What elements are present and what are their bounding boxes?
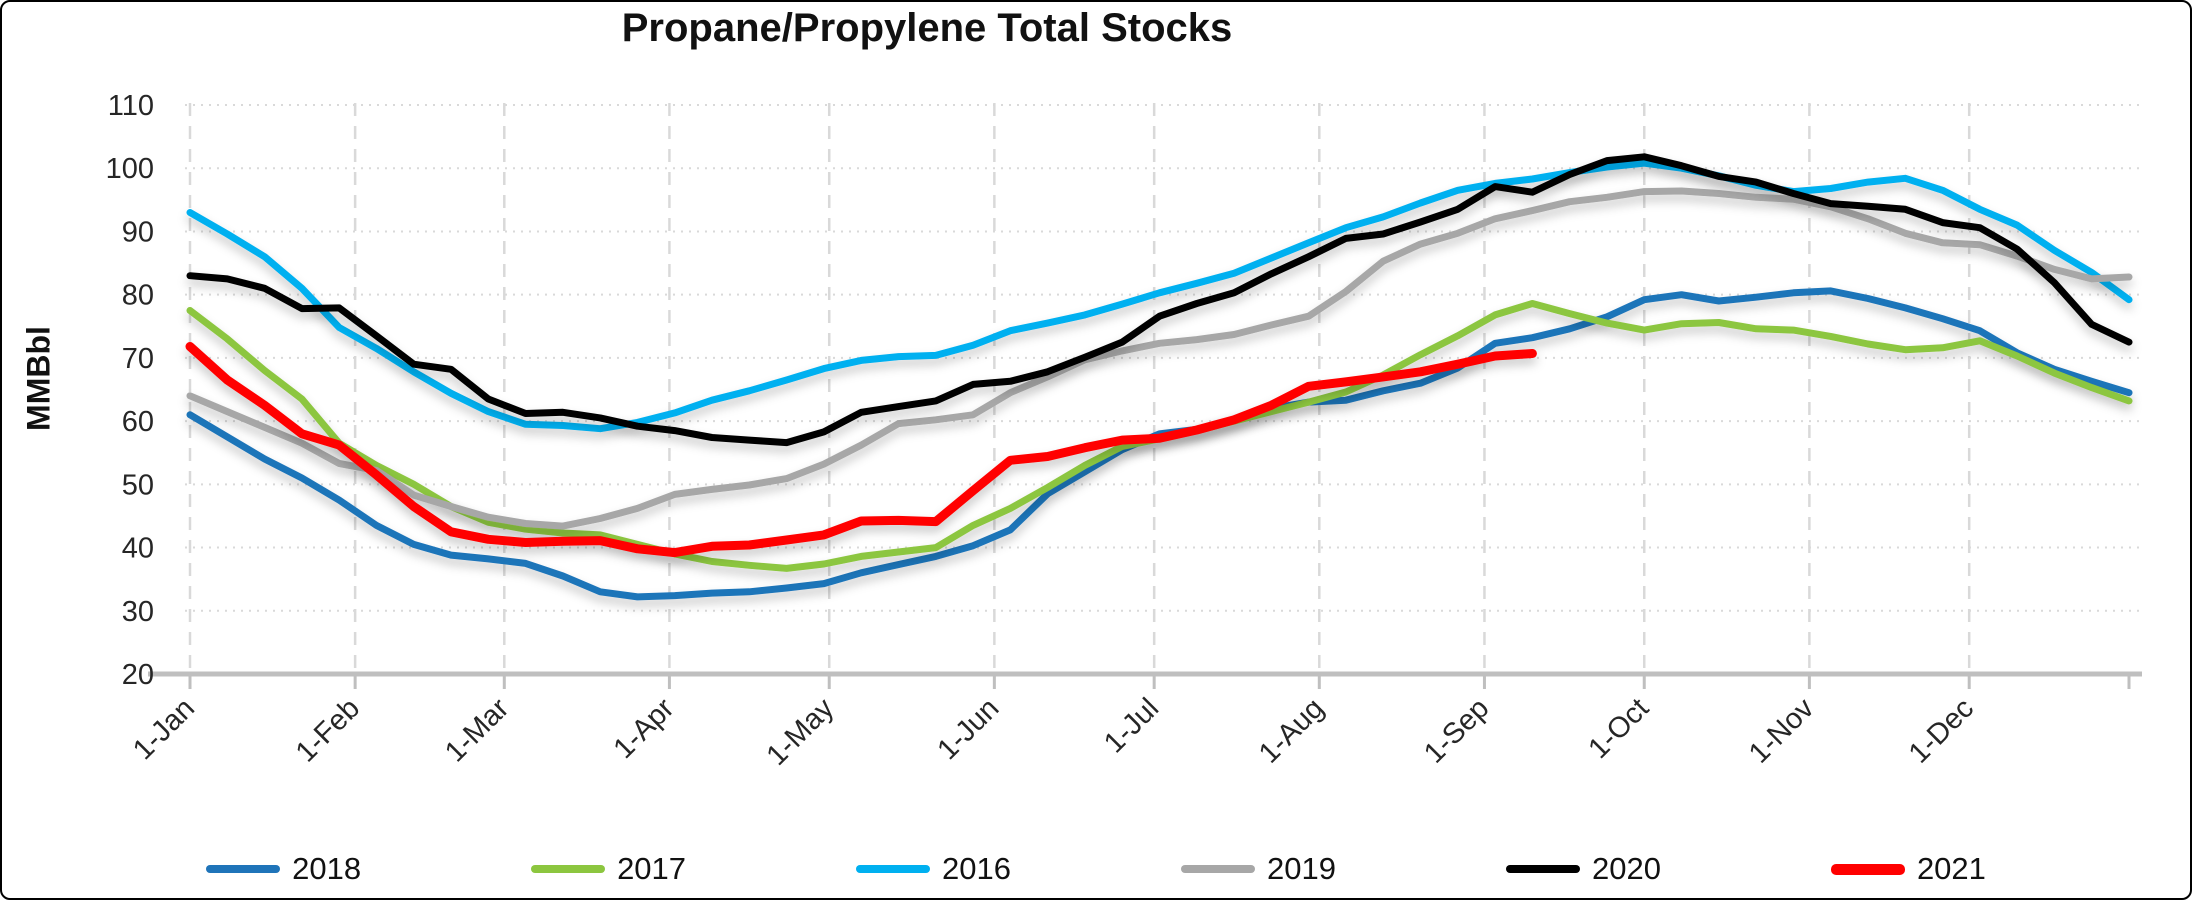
legend-label-2021: 2021 (1916, 851, 1986, 886)
y-tick-label: 70 (122, 343, 154, 375)
legend: 2018 2017 2016 2019 2020 2021 (2, 846, 2190, 892)
x-tick-label: 1-Nov (1743, 692, 1821, 770)
series-lines (185, 153, 2133, 601)
y-tick-label: 40 (122, 533, 154, 565)
y-tick-label: 90 (122, 216, 154, 248)
y-tick-label: 110 (108, 90, 154, 122)
series-line-2016 (186, 159, 2133, 433)
x-tick-label: 1-May (761, 692, 841, 772)
legend-label-2018: 2018 (292, 851, 362, 886)
x-tick-label: 1-Jan (127, 692, 201, 766)
legend-item-2016: 2016 (856, 851, 1011, 887)
legend-item-2019: 2019 (1181, 851, 1336, 887)
x-tick-label: 1-Jun (931, 692, 1005, 766)
legend-swatch-2021 (1830, 863, 1905, 875)
x-tick-label: 1-Mar (439, 692, 515, 768)
legend-label-2017: 2017 (617, 851, 687, 886)
y-tick-label: 80 (122, 280, 154, 312)
y-tick-label: 50 (122, 469, 154, 501)
legend-item-2020: 2020 (1505, 851, 1661, 887)
x-tick-label: 1-Sep (1418, 692, 1495, 769)
legend-label-2020: 2020 (1591, 851, 1661, 886)
legend-item-2021: 2021 (1830, 851, 1986, 887)
x-tick-label: 1-Apr (608, 692, 681, 765)
x-tick-label: 1-Aug (1253, 692, 1330, 769)
legend-swatch-2020 (1505, 865, 1580, 873)
series-line-2021 (185, 342, 1537, 558)
legend-item-2018: 2018 (206, 851, 361, 887)
legend-swatch-2018 (206, 865, 281, 873)
legend-swatch-2017 (531, 865, 606, 873)
x-tick-label: 1-Dec (1903, 692, 1980, 769)
legend-swatch-2019 (1181, 865, 1255, 873)
axes (148, 671, 2142, 689)
chart-title: Propane/Propylene Total Stocks (621, 6, 1233, 50)
legend-item-2017: 2017 (531, 851, 686, 887)
series-line-2020 (186, 153, 2133, 447)
x-tick-label: 1-Jul (1098, 692, 1165, 759)
y-tick-label: 100 (106, 153, 154, 185)
series-line-2019 (186, 187, 2133, 530)
legend-label-2016: 2016 (942, 851, 1011, 886)
x-tick-label: 1-Feb (290, 692, 366, 768)
y-tick-label: 30 (122, 596, 154, 628)
legend-swatch-2016 (856, 865, 931, 873)
y-tick-label: 20 (122, 659, 154, 691)
x-tick-label: 1-Oct (1582, 692, 1655, 765)
legend-label-2019: 2019 (1267, 851, 1336, 886)
y-tick-label: 60 (122, 406, 154, 438)
